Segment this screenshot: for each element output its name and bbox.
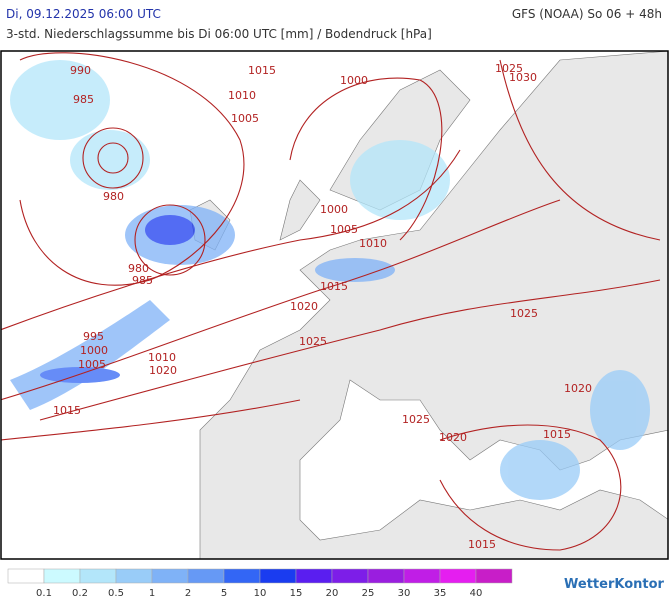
logo: WetterKontor	[564, 577, 665, 592]
isobar-label: 1010	[228, 89, 256, 102]
isobar-label: 980	[128, 262, 149, 275]
legend-tick-label: 0.2	[72, 588, 88, 599]
isobar-label: 1030	[509, 71, 537, 84]
isobar-label: 995	[83, 330, 104, 343]
legend-swatch	[151, 568, 189, 584]
legend-tick-label: 15	[290, 588, 303, 599]
legend-swatch	[7, 568, 45, 584]
isobar-label: 1025	[402, 413, 430, 426]
legend: 0.1 0.2 0.5 1 2 5 10 15 20 25 30 35 40	[7, 568, 513, 599]
isobar-label: 1005	[330, 223, 358, 236]
isobar-label: 980	[103, 190, 124, 203]
legend-tick-label: 0.1	[36, 588, 52, 599]
legend-swatch	[115, 568, 153, 584]
isobar-label: 1010	[148, 351, 176, 364]
legend-swatch	[187, 568, 225, 584]
isobar-label: 1000	[340, 74, 368, 87]
isobar-label: 1025	[299, 335, 327, 348]
isobar-label: 1005	[78, 358, 106, 371]
legend-swatch	[367, 568, 405, 584]
isobar-label: 1015	[53, 404, 81, 417]
legend-swatch	[331, 568, 369, 584]
isobar-label: 1020	[149, 364, 177, 377]
legend-swatch	[295, 568, 333, 584]
isobar-label: 1010	[359, 237, 387, 250]
legend-swatch	[259, 568, 297, 584]
legend-swatch	[223, 568, 261, 584]
legend-tick-label: 0.5	[108, 588, 124, 599]
isobar-label: 1020	[439, 431, 467, 444]
legend-swatch	[43, 568, 81, 584]
isobar-label: 1015	[320, 280, 348, 293]
legend-tick-label: 25	[362, 588, 375, 599]
legend-tick-label: 20	[326, 588, 339, 599]
datetime: Di, 09.12.2025 06:00 UTC	[6, 7, 161, 21]
map	[0, 50, 669, 560]
legend-tick-label: 5	[221, 588, 227, 599]
model: GFS (NOAA) So 06 + 48h	[512, 7, 662, 21]
isobar-label: 1025	[510, 307, 538, 320]
legend-tick-label: 40	[470, 588, 483, 599]
isobar-label: 1020	[290, 300, 318, 313]
isobar-label: 1015	[468, 538, 496, 551]
precipitation	[10, 60, 650, 500]
legend-tick-label: 10	[254, 588, 267, 599]
isobar-label: 1020	[564, 382, 592, 395]
map-frame	[0, 50, 669, 560]
isobar-label: 985	[132, 274, 153, 287]
legend-swatch	[439, 568, 477, 584]
isobar-label: 1015	[248, 64, 276, 77]
isobar-label: 1000	[80, 344, 108, 357]
legend-tick-label: 1	[149, 588, 155, 599]
isobar-label: 1000	[320, 203, 348, 216]
legend-swatch	[403, 568, 441, 584]
isobar-label: 1015	[543, 428, 571, 441]
subtitle: 3-std. Niederschlagssumme bis Di 06:00 U…	[6, 27, 432, 41]
legend-tick-label: 35	[434, 588, 447, 599]
legend-swatch	[79, 568, 117, 584]
legend-tick-label: 30	[398, 588, 411, 599]
isobar-label: 990	[70, 64, 91, 77]
isobar-label: 1005	[231, 112, 259, 125]
legend-tick-label: 2	[185, 588, 191, 599]
isobar-label: 1025	[495, 62, 523, 75]
isobars	[1, 52, 661, 551]
legend-swatch	[475, 568, 513, 584]
isobar-label: 985	[73, 93, 94, 106]
